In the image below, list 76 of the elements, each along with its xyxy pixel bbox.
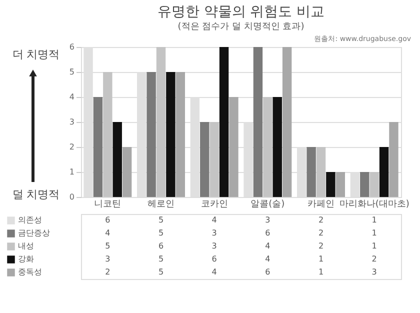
data-label: 3 bbox=[212, 242, 217, 250]
data-label: 6 bbox=[105, 216, 110, 224]
data-label: 6 bbox=[158, 242, 164, 250]
x-tick-label: 니코틴 bbox=[94, 200, 122, 210]
y-tick-label: 0 bbox=[69, 192, 74, 202]
bar bbox=[156, 47, 166, 197]
data-label: 5 bbox=[158, 228, 164, 238]
legend-label: 금단증상 bbox=[18, 228, 50, 238]
bar bbox=[166, 72, 176, 197]
bar bbox=[103, 72, 112, 197]
bar bbox=[253, 47, 263, 197]
x-tick-label: 알콜(술) bbox=[250, 200, 285, 210]
y-tick-label: 5 bbox=[69, 68, 74, 76]
bar bbox=[336, 172, 345, 197]
x-tick-label: 헤로인 bbox=[148, 200, 174, 210]
data-label: 2 bbox=[318, 216, 324, 224]
bar bbox=[229, 97, 238, 197]
data-label: 3 bbox=[105, 254, 110, 264]
bar bbox=[360, 172, 370, 197]
legend-label: 중독성 bbox=[18, 268, 42, 276]
data-label: 2 bbox=[318, 242, 324, 250]
y-tick-label: 3 bbox=[69, 118, 74, 126]
bar bbox=[370, 172, 379, 197]
data-label: 5 bbox=[158, 216, 164, 224]
chart-subtitle: (적은 점수가 덜 치명적인 효과) bbox=[178, 22, 304, 32]
data-label: 6 bbox=[265, 228, 270, 238]
bar bbox=[326, 172, 336, 197]
data-label: 2 bbox=[318, 228, 324, 238]
data-label: 5 bbox=[158, 268, 164, 276]
legend-label: 의존성 bbox=[18, 216, 42, 224]
bar bbox=[306, 147, 316, 197]
legend-label: 내성 bbox=[18, 242, 34, 250]
bar bbox=[200, 122, 210, 197]
x-tick-label: 코카인 bbox=[200, 200, 228, 210]
bar bbox=[263, 97, 272, 197]
data-label: 2 bbox=[372, 254, 377, 264]
data-label: 3 bbox=[265, 216, 270, 224]
x-tick-label: 마리화나(대마초) bbox=[339, 200, 410, 210]
data-label: 6 bbox=[265, 268, 270, 276]
bar bbox=[112, 122, 122, 197]
data-label: 5 bbox=[105, 242, 110, 250]
text: 덜 치명적 bbox=[12, 188, 60, 201]
chart-title: 유명한 약물의 위험도 비교 bbox=[157, 4, 325, 20]
bar bbox=[379, 147, 389, 197]
data-label: 4 bbox=[265, 242, 270, 250]
data-label: 4 bbox=[212, 268, 217, 276]
bar bbox=[176, 72, 185, 197]
bar bbox=[210, 122, 219, 197]
data-label: 1 bbox=[372, 216, 377, 224]
bar bbox=[389, 122, 398, 197]
bar bbox=[146, 72, 156, 197]
data-label: 1 bbox=[318, 254, 324, 264]
text: 더 치명적 bbox=[12, 48, 60, 61]
data-label: 6 bbox=[212, 254, 217, 264]
bar bbox=[122, 147, 132, 197]
legend-label: 강화 bbox=[18, 254, 34, 264]
data-label: 5 bbox=[158, 254, 164, 264]
data-label: 4 bbox=[265, 254, 270, 264]
bar bbox=[93, 97, 103, 197]
data-label: 4 bbox=[105, 228, 110, 238]
x-tick-label: 카페인 bbox=[308, 200, 334, 210]
data-label: 1 bbox=[318, 268, 324, 276]
data-label: 3 bbox=[372, 268, 377, 276]
data-label: 2 bbox=[105, 268, 110, 276]
y-tick-label: 4 bbox=[69, 92, 74, 102]
data-label: 4 bbox=[212, 216, 217, 224]
data-label: 1 bbox=[372, 228, 377, 238]
bar bbox=[219, 47, 229, 197]
bar bbox=[272, 97, 282, 197]
y-tick-label: 1 bbox=[69, 168, 74, 176]
data-label: 3 bbox=[212, 228, 217, 238]
data-label: 1 bbox=[372, 242, 377, 250]
bar bbox=[316, 147, 326, 197]
y-tick-label: 2 bbox=[69, 142, 74, 152]
bar bbox=[282, 47, 292, 197]
y-tick-label: 6 bbox=[69, 42, 74, 52]
